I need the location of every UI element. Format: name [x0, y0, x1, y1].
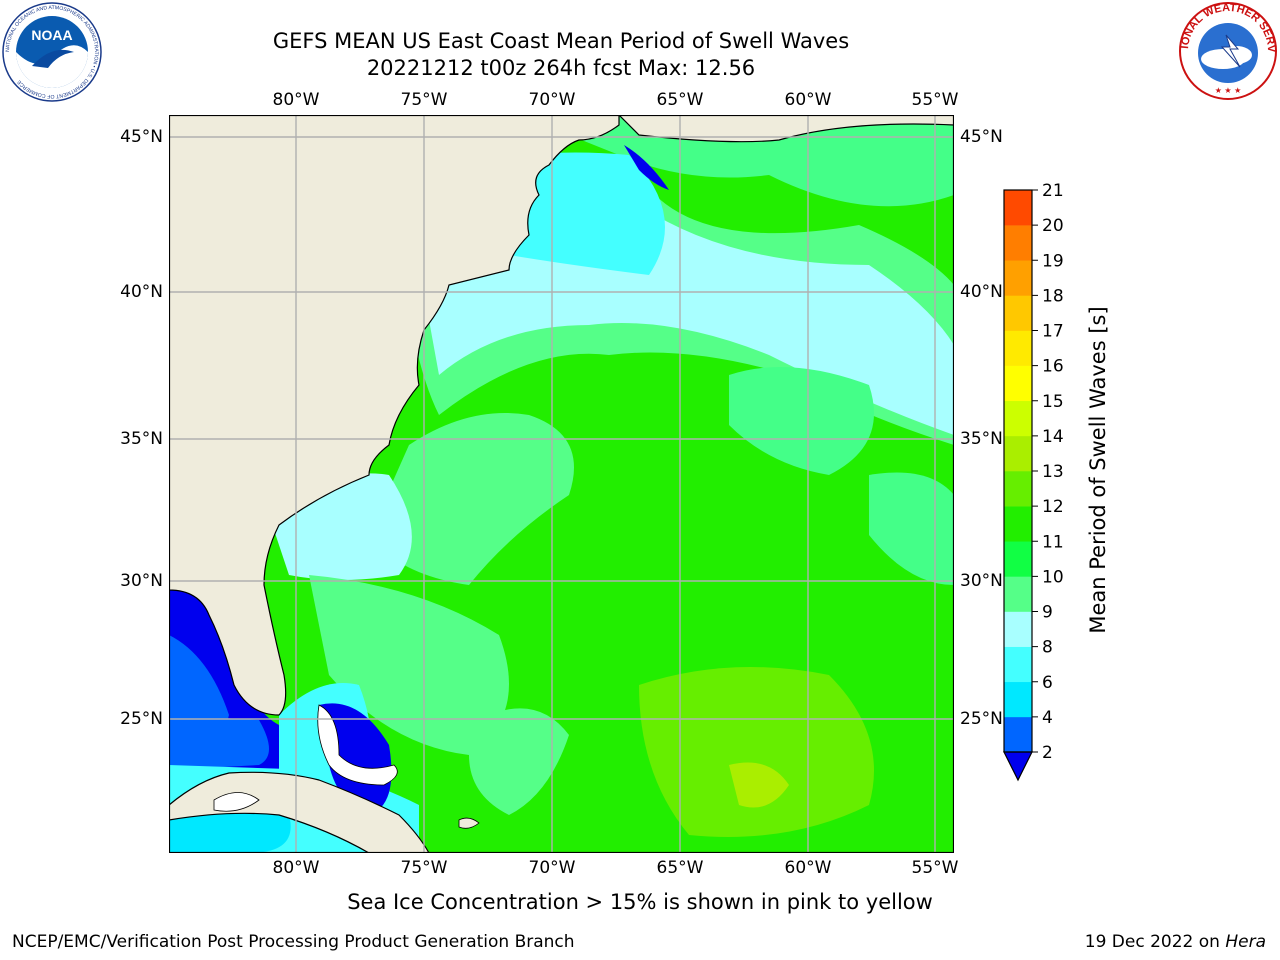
swell-period-field [269, 115, 954, 837]
graticule [169, 115, 954, 853]
colorbar-swatch [1004, 471, 1032, 507]
top-lon-label: 70°W [528, 90, 576, 110]
colorbar-tick-label: 6 [1042, 673, 1053, 693]
right-lat-label: 35°N [960, 429, 1003, 449]
right-lat-label: 30°N [960, 571, 1003, 591]
top-lon-label: 80°W [272, 90, 320, 110]
colorbar-tick-label: 9 [1042, 603, 1053, 623]
map-subtitle: 20221212 t00z 264h fcst Max: 12.56 [366, 56, 756, 80]
right-lat-label: 40°N [960, 282, 1003, 302]
colorbar-swatch [1004, 190, 1032, 226]
colorbar-tick-label: 15 [1042, 392, 1064, 412]
bottom-lon-label: 55°W [911, 858, 959, 878]
colorbar-tick-label: 12 [1042, 497, 1064, 517]
noaa-logo: NOAA NATIONAL OCEANIC AND ATMOSPHERIC AD… [2, 2, 102, 102]
colorbar-swatch [1004, 400, 1032, 437]
colorbar-swatch [1004, 435, 1032, 472]
map-panel [169, 115, 954, 853]
footer-date: 19 Dec 2022 on Hera [1085, 932, 1266, 952]
colorbar-tick-label: 16 [1042, 357, 1064, 377]
colorbar-swatch [1004, 716, 1032, 753]
left-lat-label: 45°N [120, 127, 163, 147]
footer-credit: NCEP/EMC/Verification Post Processing Pr… [12, 932, 575, 952]
top-lon-label: 55°W [911, 90, 959, 110]
right-lat-label: 25°N [960, 709, 1003, 729]
svg-text:★ ★ ★: ★ ★ ★ [1215, 86, 1242, 95]
bottom-lon-label: 65°W [656, 858, 704, 878]
footer-machine: Hera [1225, 932, 1266, 952]
colorbar-swatch [1004, 506, 1032, 542]
colorbar-tick-label: 10 [1042, 567, 1064, 587]
svg-text:NOAA: NOAA [31, 27, 72, 43]
colorbar-underflow-arrow [1003, 751, 1033, 782]
colorbar-title: Mean Period of Swell Waves [s] [1086, 306, 1110, 634]
top-lon-label: 65°W [656, 90, 704, 110]
colorbar-tick-label: 18 [1042, 286, 1064, 306]
colorbar-swatch [1004, 541, 1032, 577]
colorbar-tick-label: 4 [1042, 708, 1053, 728]
colorbar-swatch [1004, 646, 1032, 683]
left-lat-label: 25°N [120, 709, 163, 729]
bottom-lon-label: 80°W [272, 858, 320, 878]
left-lat-label: 35°N [120, 429, 163, 449]
footer-date-text: 19 Dec 2022 on [1084, 932, 1226, 952]
top-lon-label: 60°W [784, 90, 832, 110]
colorbar-tick-label: 2 [1042, 743, 1053, 763]
colorbar-tick-label: 13 [1042, 462, 1064, 482]
bottom-lon-label: 75°W [400, 858, 448, 878]
colorbar-tick-label: 19 [1042, 251, 1064, 271]
colorbar: 2 4 6 8 9 10 11 12 13 14 15 16 17 18 19 20 21 [1003, 181, 1064, 782]
colorbar-swatch [1004, 611, 1032, 647]
colorbar-tick-label: 21 [1042, 181, 1064, 201]
colorbar-tick-label: 11 [1042, 532, 1064, 552]
colorbar-swatch [1004, 365, 1032, 402]
land [169, 115, 954, 853]
colorbar-swatch [1004, 225, 1032, 261]
colorbar-swatch [1004, 330, 1032, 366]
colorbar-tick-label: 20 [1042, 216, 1064, 236]
colorbar-swatch [1004, 576, 1032, 612]
bottom-lon-label: 60°W [784, 858, 832, 878]
map-title: GEFS MEAN US East Coast Mean Period of S… [272, 29, 850, 53]
top-lon-label: 75°W [400, 90, 448, 110]
left-lat-label: 30°N [120, 571, 163, 591]
right-lat-label: 45°N [960, 127, 1003, 147]
nws-logo: NATIONAL WEATHER SERVICE ★ ★ ★ [1178, 1, 1277, 100]
colorbar-swatch [1004, 260, 1032, 296]
colorbar-tick-label: 8 [1042, 638, 1053, 658]
colorbar-tick-label: 17 [1042, 322, 1064, 342]
bottom-lon-label: 70°W [528, 858, 576, 878]
sea-ice-note: Sea Ice Concentration > 15% is shown in … [347, 890, 933, 914]
colorbar-tick-label: 14 [1042, 427, 1064, 447]
colorbar-swatch [1004, 681, 1032, 718]
left-lat-label: 40°N [120, 282, 163, 302]
colorbar-swatch [1004, 295, 1032, 331]
